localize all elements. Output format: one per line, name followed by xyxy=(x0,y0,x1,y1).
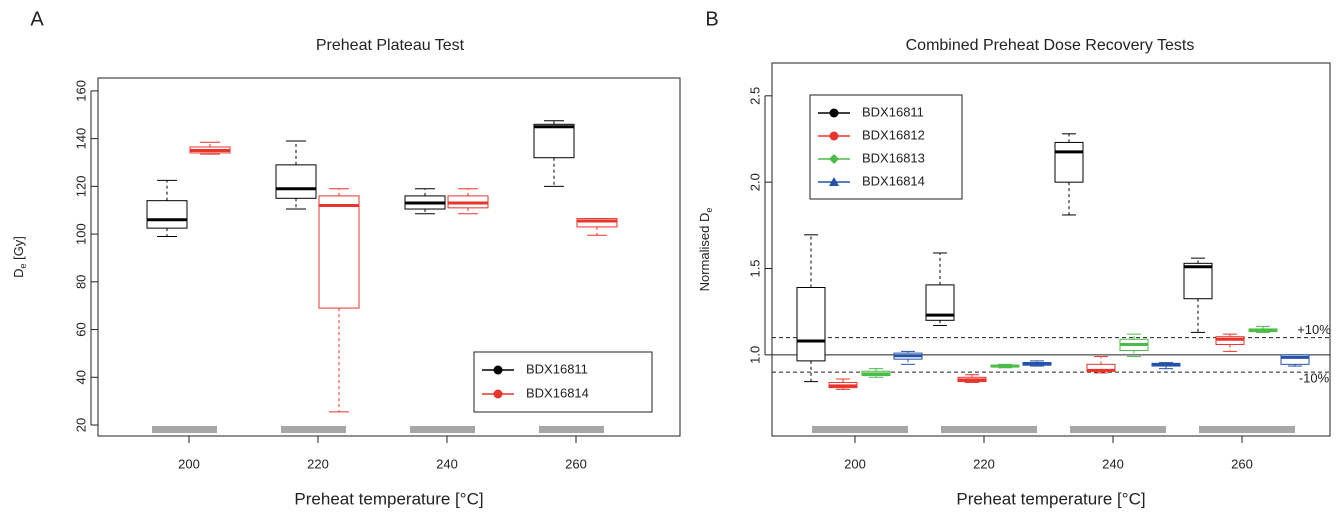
y-tick-label: 20 xyxy=(73,418,88,432)
y-axis-label: De [Gy] xyxy=(11,236,28,278)
legend-marker xyxy=(829,177,839,186)
y-tick-label: 140 xyxy=(73,128,88,150)
y-tick-label: 80 xyxy=(73,275,88,289)
x-tick-label: 220 xyxy=(973,456,995,471)
y-tick-label: 120 xyxy=(73,176,88,198)
x-tick-label: 240 xyxy=(436,456,458,471)
temperature-bar xyxy=(941,426,1037,433)
box xyxy=(275,164,317,199)
y-tick-label: 2.5 xyxy=(747,87,762,105)
x-tick-label: 200 xyxy=(178,456,200,471)
box xyxy=(318,195,360,309)
y-tick-label: 1.5 xyxy=(747,259,762,277)
legend-label: BDX16813 xyxy=(862,150,925,165)
y-tick-label: 160 xyxy=(73,80,88,102)
chart-title: Preheat Plateau Test xyxy=(316,37,465,54)
temperature-bar xyxy=(539,426,604,433)
x-tick-label: 200 xyxy=(844,456,866,471)
box xyxy=(533,123,575,159)
legend-label: BDX16812 xyxy=(862,127,925,142)
x-axis-label: Preheat temperature [°C] xyxy=(294,489,483,508)
temperature-bar xyxy=(281,426,346,433)
plot-frame xyxy=(771,62,1331,437)
x-tick-label: 260 xyxy=(1231,456,1253,471)
y-axis-label-sub: e xyxy=(704,208,714,213)
temperature-bar xyxy=(1199,426,1295,433)
box xyxy=(1054,141,1084,183)
x-tick-label: 220 xyxy=(307,456,329,471)
y-axis-label-suffix: [Gy] xyxy=(11,236,26,263)
legend-label: BDX16814 xyxy=(862,173,925,188)
panel-label: B xyxy=(705,8,718,30)
y-axis-label-main: D xyxy=(11,269,26,278)
box xyxy=(1280,354,1310,365)
legend-label: BDX16811 xyxy=(526,361,588,376)
legend-marker xyxy=(829,108,839,118)
temperature-bar xyxy=(152,426,217,433)
y-tick-label: 40 xyxy=(73,370,88,384)
y-tick-label: 2.0 xyxy=(747,173,762,191)
temperature-bar xyxy=(410,426,475,433)
legend-marker xyxy=(493,365,503,375)
reference-label: -10% xyxy=(1299,371,1330,386)
legend-label: BDX16814 xyxy=(526,385,589,400)
y-tick-label: 60 xyxy=(73,322,88,336)
legend-marker xyxy=(829,154,839,164)
legend-marker xyxy=(829,131,839,141)
temperature-bar xyxy=(812,426,908,433)
legend-box xyxy=(473,351,653,413)
temperature-bar xyxy=(1070,426,1166,433)
y-axis-label-sub: e xyxy=(18,264,28,269)
y-tick-label: 100 xyxy=(73,223,88,245)
plot-frame xyxy=(97,77,681,437)
box xyxy=(1183,262,1213,300)
box xyxy=(576,218,618,228)
panel-label: A xyxy=(30,8,44,30)
x-tick-label: 240 xyxy=(1102,456,1124,471)
reference-label: +10% xyxy=(1297,322,1331,337)
box xyxy=(146,200,188,229)
legend-label: BDX16811 xyxy=(862,104,924,119)
y-axis-label: Normalised De xyxy=(697,208,714,292)
x-axis-label: Preheat temperature [°C] xyxy=(956,489,1145,508)
y-axis-label-main: Normalised D xyxy=(697,213,712,292)
x-tick-label: 260 xyxy=(565,456,587,471)
box xyxy=(796,286,826,362)
legend-marker xyxy=(493,389,503,399)
chart-title: Combined Preheat Dose Recovery Tests xyxy=(906,37,1195,54)
y-tick-label: 1.0 xyxy=(747,346,762,364)
